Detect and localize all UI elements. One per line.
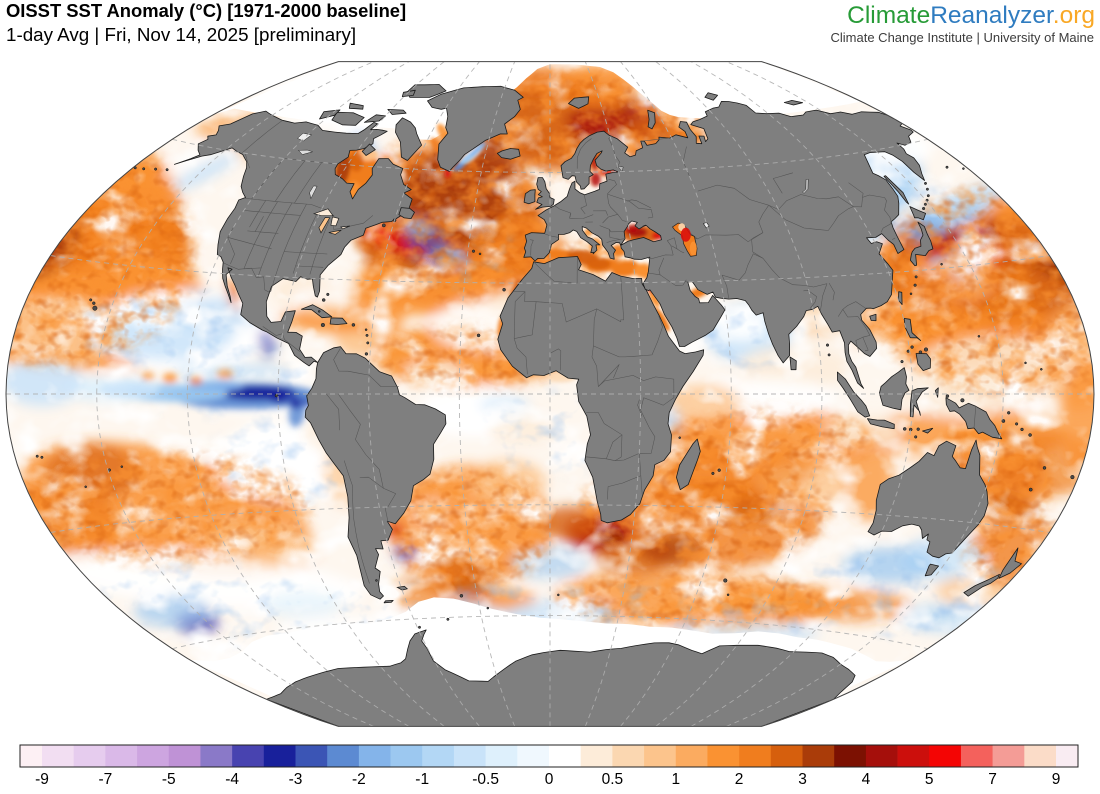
svg-text:-0.5: -0.5 xyxy=(472,771,499,788)
svg-text:9: 9 xyxy=(1052,771,1061,788)
svg-text:3: 3 xyxy=(798,771,807,788)
svg-text:-2: -2 xyxy=(352,771,366,788)
svg-text:7: 7 xyxy=(988,771,997,788)
svg-text:5: 5 xyxy=(925,771,934,788)
svg-text:-5: -5 xyxy=(162,771,176,788)
svg-text:1: 1 xyxy=(671,771,680,788)
svg-text:-1: -1 xyxy=(415,771,429,788)
svg-text:-7: -7 xyxy=(99,771,113,788)
svg-text:4: 4 xyxy=(862,771,871,788)
svg-text:0: 0 xyxy=(545,771,554,788)
svg-text:-9: -9 xyxy=(35,771,49,788)
svg-text:-3: -3 xyxy=(289,771,303,788)
svg-text:2: 2 xyxy=(735,771,744,788)
svg-text:0.5: 0.5 xyxy=(602,771,624,788)
svg-text:-4: -4 xyxy=(225,771,239,788)
